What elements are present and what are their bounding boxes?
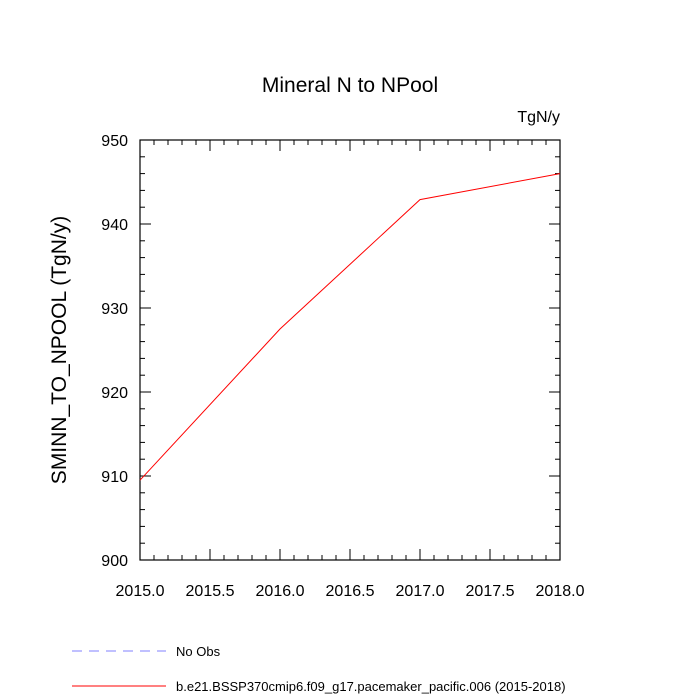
y-axis-label: SMINN_TO_NPOOL (TgN/y) bbox=[48, 216, 71, 484]
y-axis: 900 910 920 930 940 950 bbox=[101, 133, 560, 570]
x-tick-label: 2016.0 bbox=[256, 583, 305, 600]
series-layer bbox=[139, 173, 561, 481]
y-tick-label: 940 bbox=[101, 217, 128, 234]
units-label: TgN/y bbox=[517, 109, 560, 126]
x-tick-label: 2018.0 bbox=[536, 583, 585, 600]
y-tick-label: 930 bbox=[101, 301, 128, 318]
x-tick-label: 2015.0 bbox=[116, 583, 165, 600]
y-tick-label: 950 bbox=[101, 133, 128, 150]
y-tick-label: 900 bbox=[101, 553, 128, 570]
y-tick-label: 920 bbox=[101, 385, 128, 402]
legend: No Obs b.e21.BSSP370cmip6.f09_g17.pacemak… bbox=[72, 644, 566, 694]
chart-title: Mineral N to NPool bbox=[262, 74, 438, 97]
legend-label-0: No Obs bbox=[176, 644, 221, 659]
x-tick-label: 2017.5 bbox=[466, 583, 515, 600]
series-line-0 bbox=[139, 173, 561, 481]
y-tick-label: 910 bbox=[101, 469, 128, 486]
x-tick-label: 2017.0 bbox=[396, 583, 445, 600]
x-axis: 2015.0 2015.5 2016.0 2016.5 2017.0 2017.5 2018… bbox=[116, 140, 585, 600]
x-tick-label: 2016.5 bbox=[326, 583, 375, 600]
plot-frame bbox=[139, 139, 561, 561]
x-tick-label: 2015.5 bbox=[186, 583, 235, 600]
legend-label-1: b.e21.BSSP370cmip6.f09_g17.pacemaker_pac… bbox=[176, 679, 566, 694]
